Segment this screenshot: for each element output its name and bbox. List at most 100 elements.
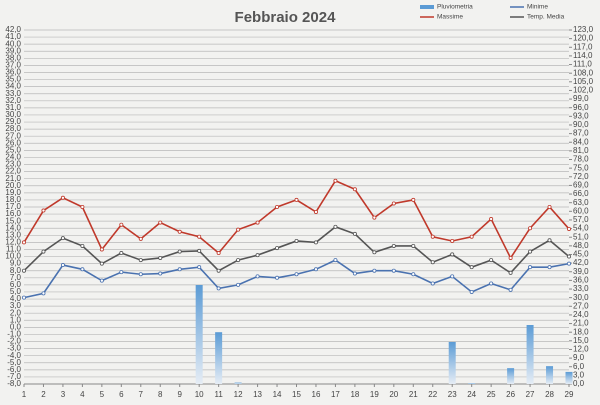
- x-tick-label: 19: [370, 390, 379, 399]
- y-tick-label: 26,0: [5, 138, 21, 147]
- y2-tick-label: 84,0: [573, 137, 589, 146]
- x-tick-label: 14: [273, 390, 282, 399]
- point: [547, 204, 552, 209]
- y2-tick-label: 30,0: [573, 293, 589, 302]
- point: [352, 187, 357, 192]
- point: [372, 268, 377, 273]
- point: [21, 295, 26, 300]
- y2-tick-label: 120,0: [573, 34, 594, 43]
- rain-bar: [215, 332, 223, 384]
- x-tick-label: 16: [312, 390, 321, 399]
- point: [430, 234, 435, 239]
- y-tick-label: 31,0: [5, 103, 21, 112]
- y-tick-label: -6,0: [7, 365, 21, 374]
- y-tick-label: 11,0: [6, 245, 22, 254]
- y-tick-label: -8,0: [7, 379, 21, 388]
- y-tick-label: 19,0: [5, 188, 21, 197]
- rain-bar: [565, 371, 573, 384]
- point: [60, 263, 65, 268]
- y-tick-label: 7,0: [10, 273, 22, 282]
- x-tick-label: 2: [41, 390, 46, 399]
- y-tick-label: 41,0: [5, 32, 21, 41]
- point: [275, 275, 280, 280]
- y2-tick-label: 57,0: [573, 215, 589, 224]
- y2-tick-label: 63,0: [573, 198, 589, 207]
- point: [567, 254, 572, 259]
- y2-tick-label: 45,0: [573, 250, 589, 259]
- point: [469, 289, 474, 294]
- y2-tick-label: 18,0: [573, 327, 589, 336]
- y-tick-label: -2,0: [7, 337, 21, 346]
- y-tick-label: 24,0: [5, 153, 21, 162]
- y-tick-label: 37,0: [5, 61, 21, 70]
- point: [158, 255, 163, 260]
- x-tick-label: 4: [80, 390, 85, 399]
- x-tick-label: 29: [565, 390, 574, 399]
- x-tick-label: 23: [448, 390, 457, 399]
- point: [313, 209, 318, 214]
- point: [197, 248, 202, 253]
- y-tick-label: -5,0: [7, 358, 21, 367]
- y-tick-label: 34,0: [5, 82, 21, 91]
- y-tick-label: 30,0: [5, 110, 21, 119]
- x-tick-label: 13: [253, 390, 262, 399]
- point: [294, 238, 299, 243]
- point: [528, 265, 533, 270]
- y2-tick-label: 21,0: [573, 319, 589, 328]
- point: [177, 229, 182, 234]
- series-line: [23, 179, 570, 260]
- point: [138, 272, 143, 277]
- y-tick-label: 36,0: [5, 68, 21, 77]
- y-tick-label: 0,0: [10, 322, 22, 331]
- y-tick-label: 39,0: [5, 46, 21, 55]
- y2-tick-label: 6,0: [573, 362, 585, 371]
- y2-tick-label: 60,0: [573, 206, 589, 215]
- x-tick-label: 5: [100, 390, 105, 399]
- point: [450, 274, 455, 279]
- y-tick-label: 9,0: [10, 259, 22, 268]
- y-tick-label: -4,0: [7, 351, 21, 360]
- point: [158, 271, 163, 276]
- y2-tick-label: 3,0: [573, 370, 585, 379]
- x-tick-label: 18: [350, 390, 359, 399]
- x-tick-label: 27: [526, 390, 535, 399]
- y-tick-label: 17,0: [5, 202, 21, 211]
- y-tick-label: 8,0: [10, 266, 22, 275]
- point: [216, 268, 221, 273]
- point: [372, 215, 377, 220]
- x-tick-label: 6: [119, 390, 124, 399]
- point: [99, 247, 104, 252]
- point: [508, 270, 513, 275]
- y2-tick-label: 102,0: [573, 86, 594, 95]
- legend-label: Temp. Media: [527, 14, 565, 21]
- point: [216, 251, 221, 256]
- y-tick-label: 12,0: [5, 238, 21, 247]
- point: [411, 243, 416, 248]
- y2-tick-label: 117,0: [573, 42, 593, 51]
- y-tick-label: 32,0: [5, 96, 21, 105]
- point: [80, 243, 85, 248]
- x-tick-label: 9: [177, 390, 182, 399]
- point: [430, 260, 435, 265]
- y-tick-label: 33,0: [5, 89, 21, 98]
- x-tick-label: 20: [389, 390, 398, 399]
- point: [21, 240, 26, 245]
- point: [119, 251, 124, 256]
- point: [236, 227, 241, 232]
- rain-bar: [526, 325, 534, 384]
- y-tick-label: 15,0: [5, 216, 21, 225]
- y-tick-label: 2,0: [10, 308, 22, 317]
- x-tick-label: 3: [61, 390, 66, 399]
- y-tick-label: 27,0: [5, 131, 21, 140]
- x-tick-label: 10: [195, 390, 204, 399]
- y-tick-label: 6,0: [10, 280, 22, 289]
- legend-swatch: [420, 5, 434, 9]
- point: [119, 222, 124, 227]
- point: [236, 282, 241, 287]
- y2-tick-label: 123,0: [573, 25, 594, 34]
- point: [333, 258, 338, 263]
- x-tick-label: 15: [292, 390, 301, 399]
- point: [450, 238, 455, 243]
